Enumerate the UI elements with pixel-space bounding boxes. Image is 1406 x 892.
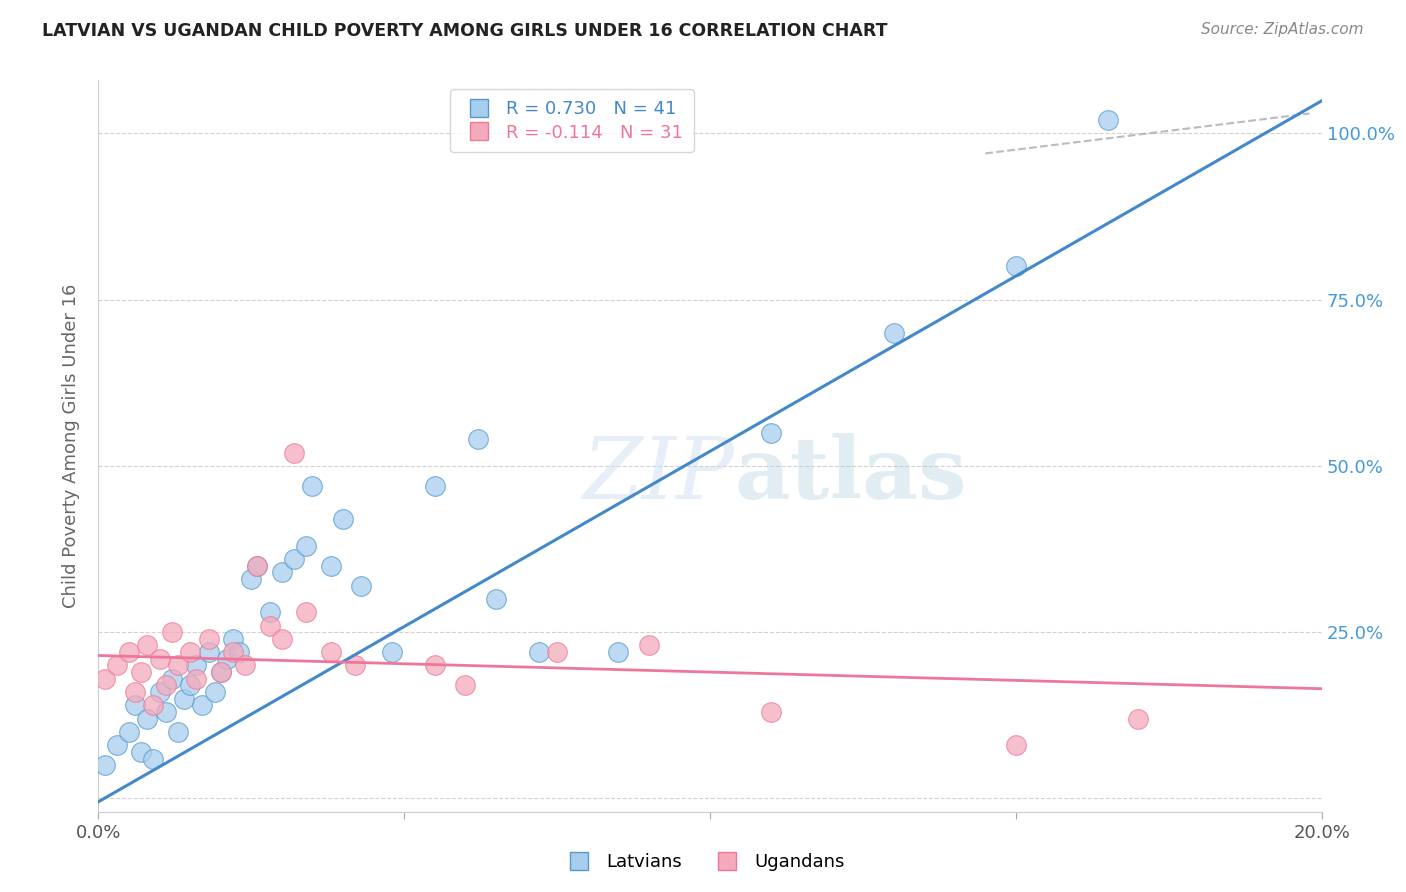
Latvians: [179, 678, 201, 692]
Ugandans: [209, 665, 232, 679]
Latvians: [283, 552, 305, 566]
Latvians: [222, 632, 245, 646]
Ugandans: [136, 639, 159, 653]
Latvians: [129, 745, 152, 759]
Latvians: [246, 558, 269, 573]
Text: atlas: atlas: [734, 434, 967, 517]
Ugandans: [129, 665, 152, 679]
Latvians: [527, 645, 550, 659]
Latvians: [240, 572, 263, 586]
Latvians: [1097, 113, 1119, 128]
Y-axis label: Child Poverty Among Girls Under 16: Child Poverty Among Girls Under 16: [62, 284, 80, 608]
Ugandans: [246, 558, 269, 573]
Latvians: [149, 685, 172, 699]
Latvians: [759, 425, 782, 440]
Latvians: [485, 591, 508, 606]
Latvians: [124, 698, 146, 713]
Ugandans: [222, 645, 245, 659]
Latvians: [173, 691, 195, 706]
Ugandans: [1128, 712, 1150, 726]
Latvians: [93, 758, 115, 772]
Latvians: [228, 645, 250, 659]
Ugandans: [759, 705, 782, 719]
Ugandans: [149, 652, 172, 666]
Latvians: [209, 665, 232, 679]
Text: Source: ZipAtlas.com: Source: ZipAtlas.com: [1201, 22, 1364, 37]
Latvians: [167, 725, 190, 739]
Latvians: [197, 645, 219, 659]
Ugandans: [167, 658, 190, 673]
Latvians: [319, 558, 342, 573]
Latvians: [191, 698, 214, 713]
Latvians: [381, 645, 404, 659]
Ugandans: [186, 672, 208, 686]
Ugandans: [118, 645, 141, 659]
Legend: Latvians, Ugandans: Latvians, Ugandans: [554, 847, 852, 879]
Ugandans: [93, 672, 115, 686]
Ugandans: [454, 678, 477, 692]
Latvians: [301, 479, 323, 493]
Latvians: [136, 712, 159, 726]
Ugandans: [259, 618, 281, 632]
Latvians: [155, 705, 177, 719]
Text: LATVIAN VS UGANDAN CHILD POVERTY AMONG GIRLS UNDER 16 CORRELATION CHART: LATVIAN VS UGANDAN CHILD POVERTY AMONG G…: [42, 22, 887, 40]
Ugandans: [423, 658, 446, 673]
Ugandans: [637, 639, 661, 653]
Latvians: [160, 672, 183, 686]
Latvians: [105, 738, 128, 752]
Ugandans: [105, 658, 128, 673]
Ugandans: [270, 632, 292, 646]
Ugandans: [155, 678, 177, 692]
Latvians: [332, 512, 354, 526]
Latvians: [607, 645, 630, 659]
Ugandans: [295, 605, 318, 619]
Latvians: [423, 479, 446, 493]
Latvians: [295, 539, 318, 553]
Latvians: [350, 579, 373, 593]
Latvians: [883, 326, 905, 340]
Text: ZIP: ZIP: [582, 434, 734, 516]
Ugandans: [233, 658, 256, 673]
Latvians: [118, 725, 141, 739]
Latvians: [270, 566, 292, 580]
Ugandans: [344, 658, 367, 673]
Ugandans: [179, 645, 201, 659]
Latvians: [215, 652, 238, 666]
Ugandans: [142, 698, 165, 713]
Latvians: [186, 658, 208, 673]
Ugandans: [319, 645, 342, 659]
Latvians: [204, 685, 226, 699]
Latvians: [142, 751, 165, 765]
Ugandans: [160, 625, 183, 640]
Ugandans: [1004, 738, 1026, 752]
Latvians: [259, 605, 281, 619]
Ugandans: [124, 685, 146, 699]
Latvians: [1004, 260, 1026, 274]
Ugandans: [546, 645, 568, 659]
Ugandans: [283, 445, 305, 459]
Ugandans: [197, 632, 219, 646]
Legend: R = 0.730   N = 41, R = -0.114   N = 31: R = 0.730 N = 41, R = -0.114 N = 31: [450, 89, 693, 153]
Latvians: [467, 433, 489, 447]
